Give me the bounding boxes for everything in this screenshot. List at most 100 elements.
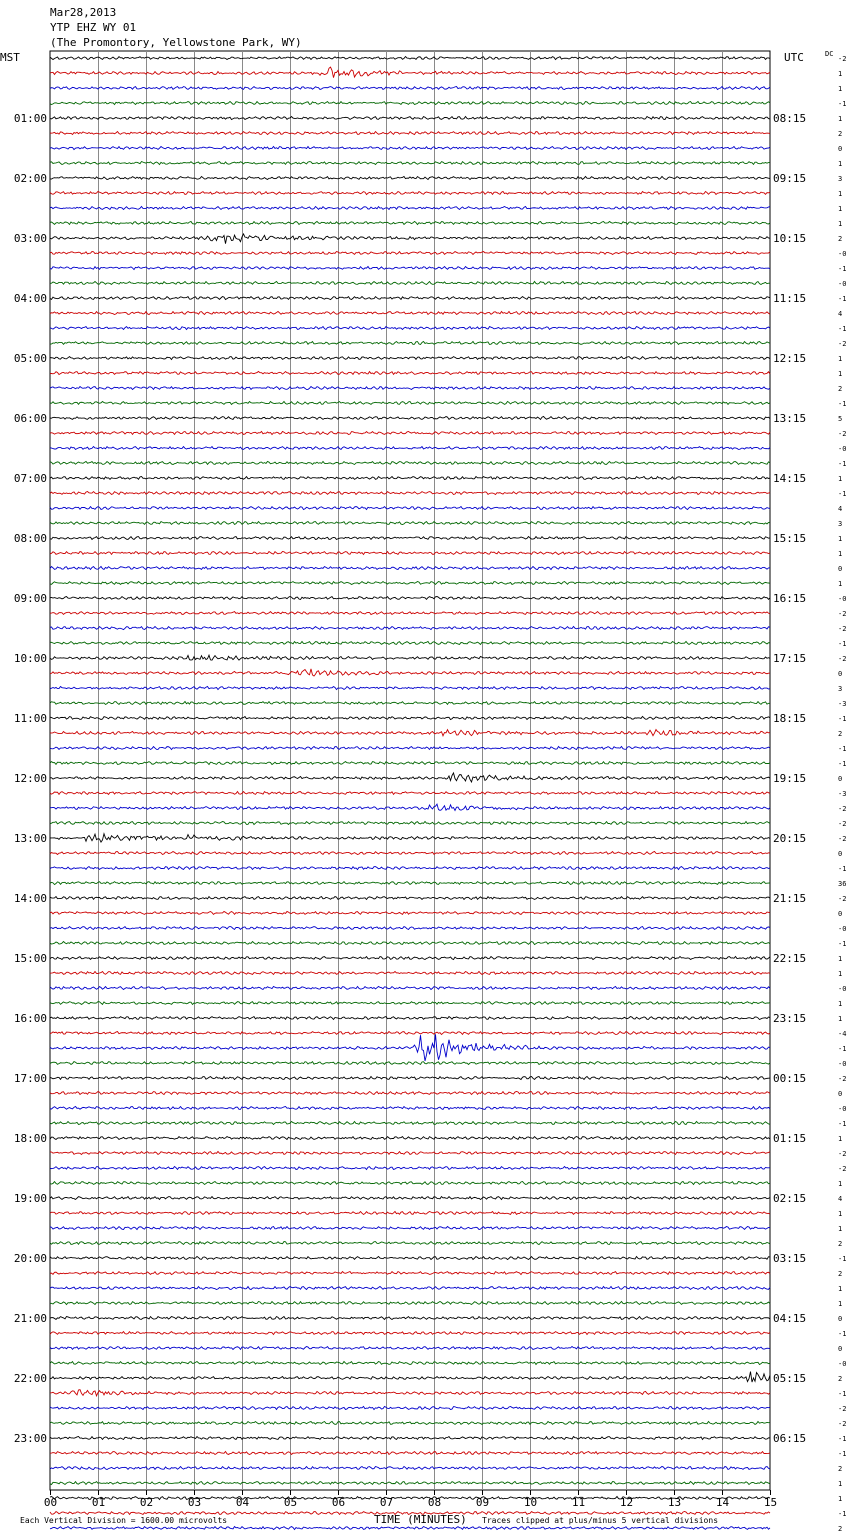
dc-offset-label: 0: [838, 1315, 842, 1323]
seismic-trace: [49, 771, 771, 784]
header-station: YTP EHZ WY 01: [50, 21, 136, 34]
seismic-trace: [49, 1090, 771, 1096]
utc-hour-label: 05:15: [773, 1372, 806, 1385]
utc-hour-label: 19:15: [773, 772, 806, 785]
seismic-trace: [49, 550, 771, 556]
dc-offset-label: -2: [838, 55, 846, 63]
seismic-trace: [49, 895, 771, 901]
dc-offset-label: -2: [838, 1165, 846, 1173]
dc-offset-label: -1: [838, 100, 846, 108]
dc-offset-label: -1: [838, 1045, 846, 1053]
seismic-trace: [49, 850, 771, 856]
dc-offset-label: -0: [838, 445, 846, 453]
seismic-trace: [49, 985, 771, 991]
dc-offset-label: 1: [838, 580, 842, 588]
seismic-trace: [49, 1510, 771, 1516]
seismic-trace: [49, 1435, 771, 1441]
dc-offset-label: -2: [838, 655, 846, 663]
mst-hour-label: 11:00: [14, 712, 47, 725]
dc-offset-label: 2: [838, 1465, 842, 1473]
dc-offset-label: 1: [838, 1180, 842, 1188]
dc-offset-label: 1: [838, 1495, 842, 1503]
dc-offset-label: 2: [838, 1525, 842, 1533]
seismic-trace: [49, 1000, 771, 1006]
utc-hour-label: 22:15: [773, 952, 806, 965]
mst-hour-label: 18:00: [14, 1132, 47, 1145]
seismic-trace: [49, 820, 771, 826]
seismic-trace: [49, 205, 771, 211]
dc-offset-label: -0: [838, 1105, 846, 1113]
dc-offset-label: 1: [838, 475, 842, 483]
dc-offset-label: 1: [838, 70, 842, 78]
dc-offset-label: -2: [838, 430, 846, 438]
mst-hour-label: 09:00: [14, 592, 47, 605]
dc-offset-label: -2: [838, 805, 846, 813]
mst-hour-label: 22:00: [14, 1372, 47, 1385]
seismic-trace: [49, 1270, 771, 1276]
dc-offset-label: -2: [838, 1405, 846, 1413]
mst-hour-label: 19:00: [14, 1192, 47, 1205]
utc-hour-label: 12:15: [773, 352, 806, 365]
seismic-trace: [49, 1255, 771, 1261]
mst-hour-label: 14:00: [14, 892, 47, 905]
label-layer: Mar28,2013 YTP EHZ WY 01 (The Promontory…: [0, 6, 846, 1533]
mst-hour-label: 07:00: [14, 472, 47, 485]
dc-offset-label: -3: [838, 790, 846, 798]
dc-offset-label: -1: [838, 1330, 846, 1338]
seismic-trace: [49, 535, 771, 541]
dc-offset-label: -1: [838, 760, 846, 768]
utc-hour-label: 23:15: [773, 1012, 806, 1025]
seismic-trace: [49, 685, 771, 691]
dc-offset-label: -1: [838, 325, 846, 333]
seismic-trace: [49, 1315, 771, 1321]
dc-offset-label: 2: [838, 1270, 842, 1278]
dc-offset-label: -1: [838, 640, 846, 648]
mst-hour-label: 03:00: [14, 232, 47, 245]
seismic-trace: [49, 1371, 771, 1383]
seismic-trace: [49, 130, 771, 136]
seismic-trace: [49, 310, 771, 316]
x-tick-label: 07: [380, 1496, 393, 1509]
utc-hour-label: 10:15: [773, 232, 806, 245]
dc-offset-label: -0: [838, 1360, 846, 1368]
utc-hour-label: 15:15: [773, 532, 806, 545]
seismic-trace: [49, 85, 771, 91]
dc-offset-label: -2: [838, 820, 846, 828]
dc-offset-label: 1: [838, 160, 842, 168]
dc-offset-label: 0: [838, 775, 842, 783]
seismic-trace: [49, 1120, 771, 1126]
seismic-trace: [49, 55, 771, 61]
x-tick-label: 14: [716, 1496, 730, 1509]
dc-offset-label: -0: [838, 985, 846, 993]
mst-hour-label: 08:00: [14, 532, 47, 545]
x-tick-label: 06: [332, 1496, 345, 1509]
mst-hour-label: 12:00: [14, 772, 47, 785]
seismic-trace: [49, 1165, 771, 1171]
seismic-trace: [49, 653, 771, 661]
utc-hour-label: 16:15: [773, 592, 806, 605]
seismic-trace: [49, 668, 771, 677]
dc-offset-label: 0: [838, 145, 842, 153]
trace-layer: [49, 55, 771, 1531]
seismic-trace: [49, 1450, 771, 1456]
seismic-trace: [49, 355, 771, 361]
dc-offset-label: -3: [838, 700, 846, 708]
dc-offset-label: 1: [838, 1285, 842, 1293]
x-tick-label: 03: [188, 1496, 201, 1509]
x-tick-label: 12: [620, 1496, 633, 1509]
seismic-trace: [49, 760, 771, 766]
seismic-trace: [49, 115, 771, 121]
dc-offset-label: 1: [838, 550, 842, 558]
dc-offset-label: 1: [838, 355, 842, 363]
dc-offset-label: -1: [838, 460, 846, 468]
seismic-trace: [49, 370, 771, 376]
dc-offset-label: -1: [838, 865, 846, 873]
seismic-trace: [49, 970, 771, 976]
seismic-trace: [49, 340, 771, 346]
dc-offset-label: -1: [838, 400, 846, 408]
mst-hour-label: 20:00: [14, 1252, 47, 1265]
seismic-trace: [49, 580, 771, 586]
dc-offset-label: 0: [838, 850, 842, 858]
x-tick-label: 15: [764, 1496, 777, 1509]
seismic-trace: [49, 1405, 771, 1411]
